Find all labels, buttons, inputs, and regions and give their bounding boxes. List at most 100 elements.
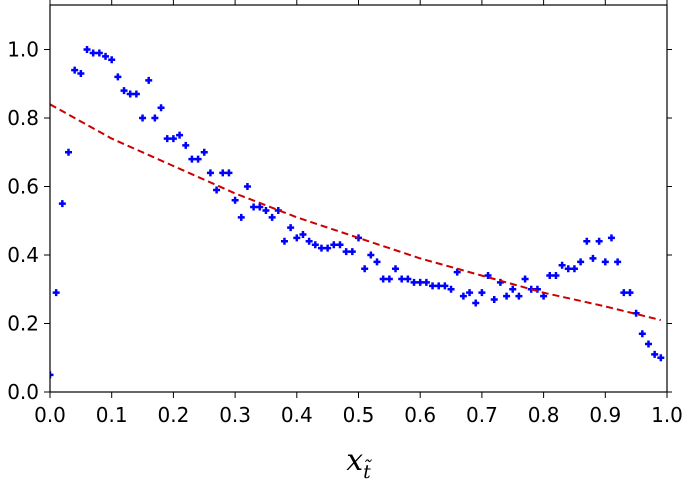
data-point — [644, 340, 652, 348]
data-point — [305, 237, 313, 245]
data-point — [287, 224, 295, 232]
data-point-marker — [453, 268, 461, 276]
data-point — [348, 248, 356, 256]
data-point-marker — [287, 224, 295, 232]
data-point — [620, 289, 628, 297]
data-point-marker — [583, 237, 591, 245]
data-point — [219, 169, 227, 177]
data-point-marker — [330, 241, 338, 249]
data-point-marker — [200, 148, 208, 156]
x-tick-label: 0.1 — [96, 403, 128, 427]
data-point-marker — [336, 241, 344, 249]
data-point — [651, 350, 659, 358]
data-point-marker — [231, 196, 239, 204]
x-tick-label: 0.0 — [34, 403, 66, 427]
data-point-marker — [305, 237, 313, 245]
data-point — [139, 114, 147, 122]
data-point — [429, 282, 437, 290]
axes: 0.0 0.1 0.2 0.3 0.4 0.5 0.6 0.7 0.8 0.9 1.0 0.0 0.2 0… — [7, 0, 683, 427]
data-point-marker — [145, 76, 153, 84]
x-axis-label-main: x — [346, 443, 363, 478]
data-point — [385, 275, 393, 283]
data-point-marker — [139, 114, 147, 122]
data-point — [65, 148, 73, 156]
data-point — [336, 241, 344, 249]
data-point — [472, 299, 480, 307]
data-point-marker — [182, 141, 190, 149]
data-point — [552, 272, 560, 280]
data-point — [71, 66, 79, 74]
data-point — [120, 87, 128, 95]
data-point — [392, 265, 400, 273]
data-point — [478, 289, 486, 297]
data-point — [515, 292, 523, 300]
data-point-marker — [447, 285, 455, 293]
data-point — [206, 169, 214, 177]
data-point — [416, 278, 424, 286]
data-point-marker — [373, 258, 381, 266]
data-point-marker — [50, 371, 54, 379]
data-point-marker — [361, 265, 369, 273]
data-point-marker — [607, 234, 615, 242]
data-point-marker — [638, 330, 646, 338]
data-point — [422, 278, 430, 286]
x-tick-label: 1.0 — [651, 403, 683, 427]
data-point-marker — [169, 135, 177, 143]
data-point-marker — [422, 278, 430, 286]
data-point-marker — [620, 289, 628, 297]
x-tick-label: 0.8 — [528, 403, 560, 427]
data-point — [410, 278, 418, 286]
data-point — [583, 237, 591, 245]
data-point-marker — [317, 244, 325, 252]
data-point — [243, 183, 251, 191]
x-tick-label: 0.6 — [404, 403, 436, 427]
data-point-marker — [52, 289, 60, 297]
data-point-marker — [268, 213, 276, 221]
data-point-marker — [77, 69, 85, 77]
y-tick-label: 0.4 — [7, 243, 39, 267]
data-point — [114, 73, 122, 81]
data-point — [317, 244, 325, 252]
data-point-marker — [595, 237, 603, 245]
data-point — [52, 289, 60, 297]
data-point-marker — [601, 258, 609, 266]
x-tick-label: 0.5 — [343, 403, 375, 427]
x-axis-label-subscript: t̃ — [363, 460, 372, 481]
data-point — [521, 275, 529, 283]
data-point-marker — [404, 275, 412, 283]
data-point — [379, 275, 387, 283]
data-point-marker — [194, 155, 202, 163]
y-tick-label: 0.6 — [7, 175, 39, 199]
data-point-marker — [577, 258, 585, 266]
data-point — [441, 282, 449, 290]
data-point — [614, 258, 622, 266]
data-point — [262, 206, 270, 214]
data-point-marker — [490, 296, 498, 304]
data-point-marker — [441, 282, 449, 290]
x-tick-label: 0.4 — [281, 403, 313, 427]
data-point — [268, 213, 276, 221]
data-point — [361, 265, 369, 273]
data-point-marker — [416, 278, 424, 286]
data-point — [237, 213, 245, 221]
x-tick-label: 0.2 — [157, 403, 189, 427]
data-point-marker — [311, 241, 319, 249]
data-point — [577, 258, 585, 266]
x-tick-label: 0.3 — [219, 403, 251, 427]
data-point-marker — [342, 248, 350, 256]
data-point-marker — [429, 282, 437, 290]
data-point — [280, 237, 288, 245]
data-point — [459, 292, 467, 300]
y-tick-label: 0.8 — [7, 106, 39, 130]
data-point — [126, 90, 134, 98]
data-point — [256, 203, 264, 211]
data-point — [176, 131, 184, 139]
data-point-marker — [108, 56, 116, 64]
data-point — [638, 330, 646, 338]
data-point — [77, 69, 85, 77]
data-point — [330, 241, 338, 249]
data-point — [595, 237, 603, 245]
data-point — [169, 135, 177, 143]
plot-area — [50, 46, 665, 379]
